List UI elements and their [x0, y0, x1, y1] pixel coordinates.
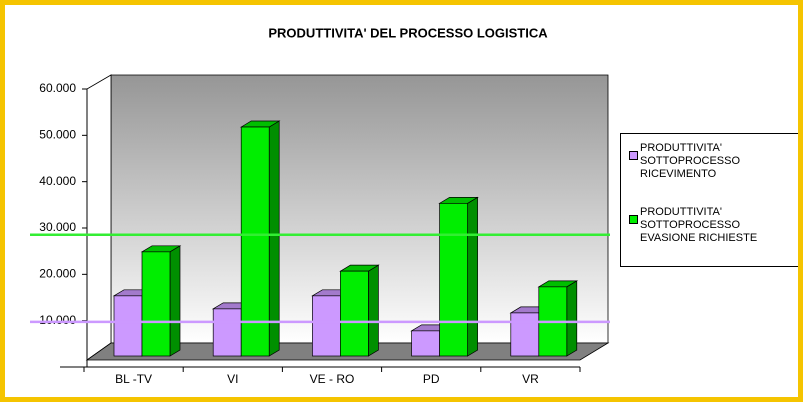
x-tick-label: PD — [423, 372, 440, 386]
bar — [411, 330, 440, 357]
legend-swatch — [629, 215, 638, 224]
y-tick-label: 20.000 — [39, 267, 76, 281]
bar-side — [368, 264, 379, 357]
y-tick-label: - — [72, 359, 76, 373]
x-tick-label: BL -TV — [115, 372, 152, 386]
legend-label: PRODUTTIVITA' SOTTOPROCESSO RICEVIMENTO — [640, 142, 741, 180]
y-tick-label: 30.000 — [39, 220, 76, 234]
bar — [439, 202, 468, 357]
bar-side — [566, 280, 578, 357]
bar — [312, 295, 341, 357]
bar — [240, 126, 270, 357]
x-tick-label: VE - RO — [310, 372, 355, 386]
bar — [340, 270, 369, 357]
x-tick-label: VI — [227, 372, 238, 386]
bar — [113, 295, 143, 357]
y-tick-label: 50.000 — [39, 128, 76, 142]
bar — [212, 308, 242, 357]
y-tick-label: 10.000 — [39, 313, 76, 327]
x-tick-label: VR — [522, 372, 539, 386]
y-tick-label: 60.000 — [39, 81, 76, 95]
bar — [510, 312, 540, 357]
y-tick-label: 40.000 — [39, 174, 76, 188]
side-wall — [86, 74, 112, 361]
legend-label: PRODUTTIVITA' SOTTOPROCESSO EVASIONE RIC… — [640, 206, 758, 244]
bar — [141, 251, 171, 357]
bar-side — [467, 196, 478, 357]
bar-side — [169, 245, 181, 357]
chart-title: PRODUTTIVITA' DEL PROCESSO LOGISTICA — [268, 25, 548, 40]
legend: PRODUTTIVITA' SOTTOPROCESSO RICEVIMENTO P… — [620, 133, 798, 267]
legend-swatch — [629, 151, 638, 160]
